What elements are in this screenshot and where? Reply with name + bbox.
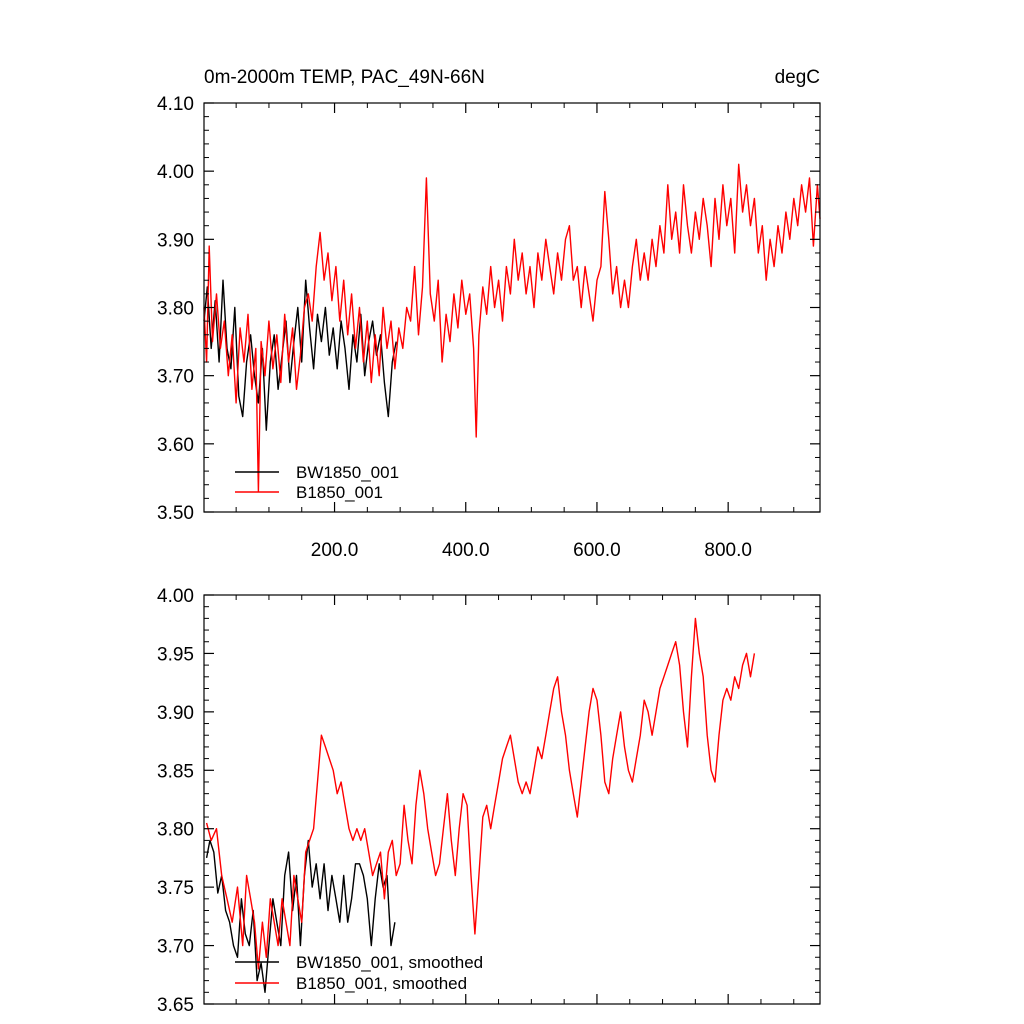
series-line-1 bbox=[203, 163, 821, 493]
x-tick-label: 400.0 bbox=[442, 540, 490, 561]
y-tick-label: 4.10 bbox=[157, 94, 194, 115]
y-tick-label: 3.95 bbox=[157, 644, 194, 665]
y-tick-label: 3.90 bbox=[157, 230, 194, 251]
bottom-chart: 3.65 3.70 3.75 3.80 3.85 3.90 3.95 4.00 BW1850_0… bbox=[157, 586, 821, 1016]
chart-units: degC bbox=[775, 67, 820, 88]
y-tick-label: 3.85 bbox=[157, 761, 194, 782]
series-line-0 bbox=[205, 839, 396, 993]
y-tick-label: 3.80 bbox=[157, 299, 194, 320]
series-line-1 bbox=[205, 617, 756, 970]
x-tick-label: 200.0 bbox=[311, 540, 359, 561]
legend-label-0: BW1850_001, smoothed bbox=[296, 953, 483, 972]
y-tick-label: 4.00 bbox=[157, 162, 194, 183]
y-tick-label: 4.00 bbox=[157, 586, 194, 607]
y-tick-label: 3.80 bbox=[157, 820, 194, 841]
y-tick-label: 3.60 bbox=[157, 435, 194, 456]
plot-frame bbox=[203, 102, 821, 513]
x-tick-label: 600.0 bbox=[573, 540, 621, 561]
top-chart: 0m-2000m TEMP, PAC_49N-66N degC 3.50 3.60… bbox=[157, 67, 821, 561]
y-tick-label: 3.50 bbox=[157, 503, 194, 524]
legend-label-0: BW1850_001 bbox=[296, 463, 399, 482]
y-tick-label: 3.70 bbox=[157, 367, 194, 388]
x-tick-label: 800.0 bbox=[704, 540, 752, 561]
chart-title: 0m-2000m TEMP, PAC_49N-66N bbox=[204, 67, 485, 88]
series-line-0 bbox=[203, 279, 397, 431]
y-tick-label: 3.90 bbox=[157, 703, 194, 724]
legend-label-1: B1850_001 bbox=[296, 483, 383, 502]
plot-frame bbox=[203, 594, 821, 1005]
legend-label-1: B1850_001, smoothed bbox=[296, 974, 467, 993]
y-tick-label: 3.75 bbox=[157, 878, 194, 899]
y-tick-label: 3.65 bbox=[157, 995, 194, 1016]
y-tick-label: 3.70 bbox=[157, 937, 194, 958]
